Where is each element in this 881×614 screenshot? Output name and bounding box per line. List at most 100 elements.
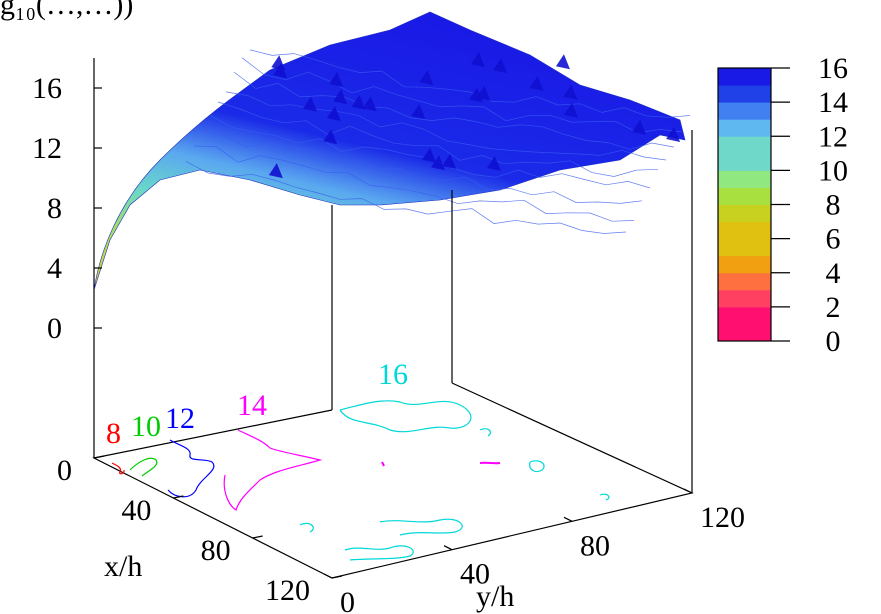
contour-label-16: 16 <box>378 358 408 391</box>
contour-16-a <box>339 400 472 433</box>
colorbar-cell-3 <box>718 272 771 291</box>
colorbar-tick-label-0: 0 <box>826 325 841 358</box>
y-tick-80 <box>563 516 573 522</box>
surface-spike <box>564 102 579 118</box>
surface-mesh-line <box>193 145 635 222</box>
colorbar-cell-1 <box>718 306 771 325</box>
surface-spike <box>529 75 544 91</box>
x-tick-120 <box>331 575 343 579</box>
contour-high-b <box>381 461 385 467</box>
chart-title: g₁₀(…,…)) <box>0 0 133 21</box>
z-ticks: 0 4 8 12 16 <box>32 72 102 345</box>
y-axis-title: y/h <box>476 580 514 613</box>
surface-spike <box>469 87 484 103</box>
colorbar-cell-9 <box>718 170 771 188</box>
colorbar-cell-15 <box>718 68 771 86</box>
colorbar-cell-2 <box>718 289 771 308</box>
colorbar-cell-10 <box>718 153 771 171</box>
contour-14 <box>223 429 323 511</box>
colorbar-cell-13 <box>718 102 771 120</box>
surface-spike <box>273 63 288 79</box>
contour-label-14: 14 <box>237 389 267 422</box>
surface-spike <box>555 54 570 70</box>
z-tick-label-16: 16 <box>32 72 62 105</box>
z-tick-label-12: 12 <box>32 132 62 165</box>
colorbar-cell-8 <box>718 187 771 205</box>
surface-mesh-line <box>201 129 643 204</box>
x-tick-0 <box>93 455 105 459</box>
surface-spike <box>493 58 508 74</box>
x-tick-80 <box>252 535 263 539</box>
surface-mesh-line <box>233 71 675 150</box>
surface-mesh-line <box>185 161 627 234</box>
colorbar-tick-label-4: 4 <box>826 257 841 290</box>
surface-plot <box>93 11 691 291</box>
y-tick-0 <box>323 573 333 579</box>
contour-10 <box>129 457 158 477</box>
colorbar-tick-label-14: 14 <box>818 86 848 119</box>
surface-spike <box>326 106 341 122</box>
x-ticks: 0 40 80 120 <box>57 454 343 607</box>
z-tick-label-8: 8 <box>47 192 62 225</box>
surface-mesh-line <box>217 101 659 177</box>
surface-spike <box>431 155 446 171</box>
contour-16-d <box>529 460 545 473</box>
surface-spike <box>362 96 377 112</box>
surface-mesh <box>185 49 691 234</box>
colorbar-tick-label-8: 8 <box>826 189 841 222</box>
colorbar-tick-label-16: 16 <box>818 52 848 85</box>
colorbar-cell-14 <box>718 85 771 103</box>
contour-16-e <box>299 522 314 533</box>
surface-mesh-line <box>241 57 683 134</box>
surface-spike <box>442 153 457 169</box>
contour-label-10: 10 <box>131 410 161 443</box>
surface-spike <box>470 52 485 68</box>
surface-spike <box>323 129 338 145</box>
colorbar-cell-6 <box>718 221 771 240</box>
surface-spike <box>329 72 344 88</box>
y-tick-label-0: 0 <box>340 586 355 614</box>
x-tick-40 <box>173 495 184 499</box>
contour-16-b <box>379 518 463 536</box>
x-tick-label-80: 80 <box>201 534 231 567</box>
contour-label-12: 12 <box>165 402 195 435</box>
colorbar-tick-label-6: 6 <box>826 223 841 256</box>
contour-lines <box>111 400 610 561</box>
contour-high-a <box>479 461 501 465</box>
x-axis-title: x/h <box>104 550 142 583</box>
y-ticks: 0 40 80 120 <box>323 488 745 614</box>
contour-16-g <box>599 493 610 501</box>
surface-spike <box>419 70 434 86</box>
contour-8 <box>111 462 125 475</box>
surface-spike <box>563 84 578 100</box>
x-tick-label-40: 40 <box>121 494 151 527</box>
z-tick-label-0: 0 <box>47 312 62 345</box>
surface-mesh-line <box>225 91 667 161</box>
colorbar-cell-11 <box>718 136 771 154</box>
colorbar-cell-0 <box>718 323 771 342</box>
surface-spike <box>302 96 317 112</box>
y-tick-40 <box>443 545 453 551</box>
y-tick-120 <box>683 488 693 494</box>
surface-spike <box>351 94 366 110</box>
surface-spike <box>632 119 647 135</box>
y-tick-label-80: 80 <box>580 529 610 562</box>
contour-label-8: 8 <box>106 417 121 450</box>
contour-16-f <box>479 428 492 437</box>
x-tick-label-120: 120 <box>265 574 310 607</box>
contour-12 <box>167 439 215 498</box>
colorbar-cell-5 <box>718 238 771 257</box>
surface-spike <box>411 104 426 120</box>
colorbar-tick-label-2: 2 <box>826 291 841 324</box>
z-tick-label-4: 4 <box>47 252 62 285</box>
surface-spike <box>333 89 348 105</box>
surface-spike <box>422 147 437 163</box>
colorbar-cell-7 <box>718 204 771 223</box>
surface-spike <box>666 127 681 143</box>
surface-spike <box>486 156 501 172</box>
surface-body <box>93 11 686 291</box>
colorbar-tick-label-12: 12 <box>818 120 848 153</box>
